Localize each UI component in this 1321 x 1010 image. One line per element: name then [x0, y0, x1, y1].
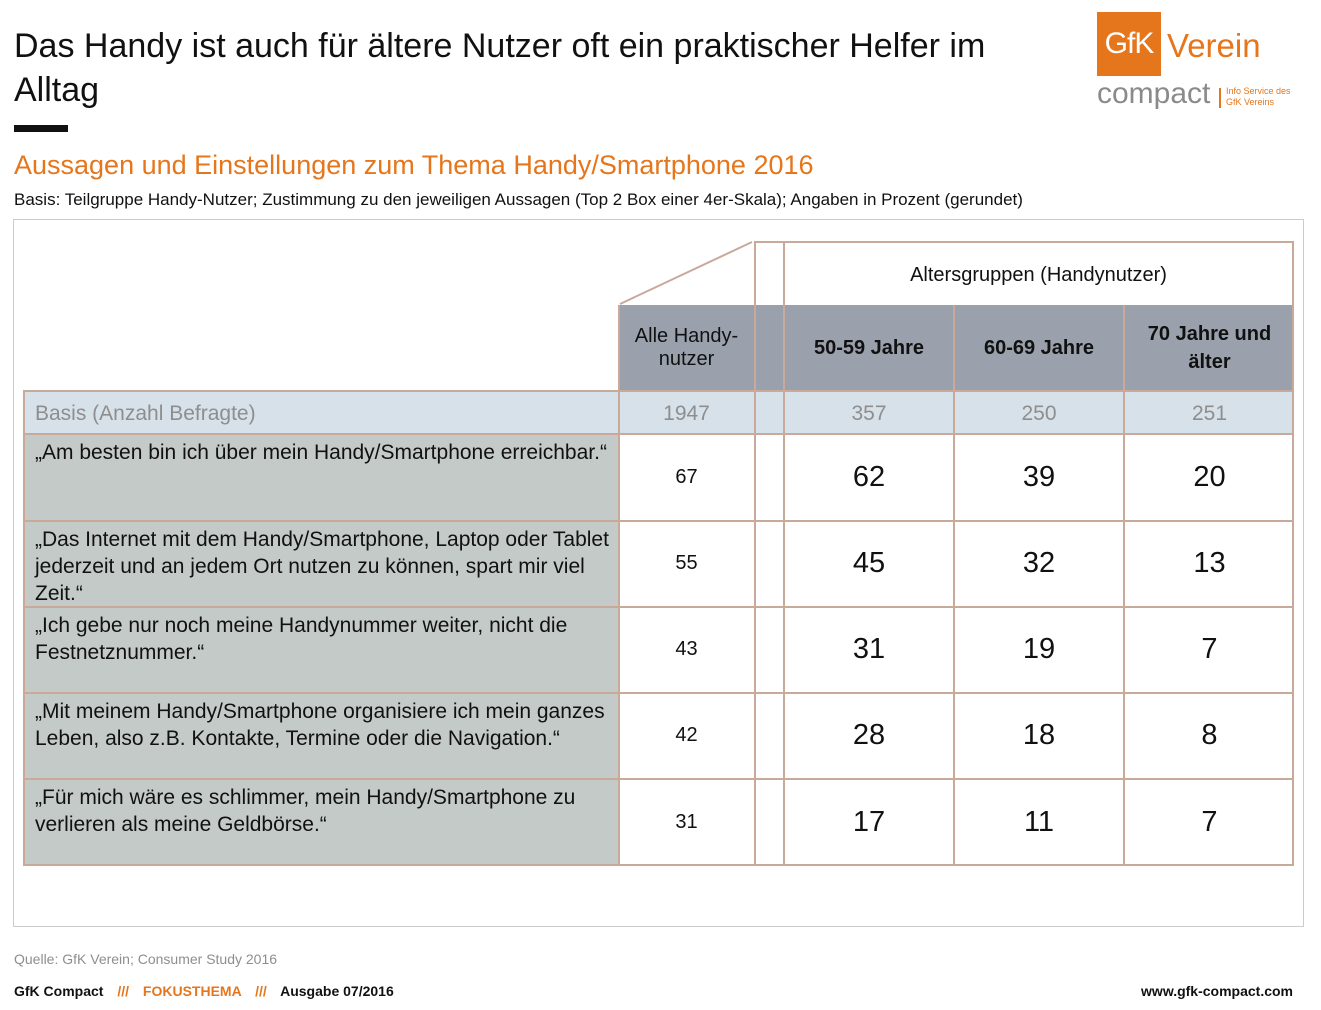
value-all: 67 — [675, 466, 698, 488]
value-cell: 19 — [1022, 633, 1056, 665]
grid-horizontal — [23, 692, 1294, 694]
column-header-2: 60-69 Jahre — [955, 305, 1123, 390]
footer: GfK Compact /// FOKUSTHEMA /// Ausgabe 0… — [14, 983, 394, 999]
grid-vertical — [23, 390, 25, 865]
column-header-3: 70 Jahre und älter — [1125, 305, 1294, 390]
column-header-gap — [754, 305, 785, 390]
value-all: 43 — [675, 638, 698, 660]
group-header-frame — [754, 241, 1294, 305]
grid-vertical — [618, 305, 620, 865]
logo-compact-text: compact — [1097, 77, 1211, 110]
footer-sep-1: /// — [117, 983, 130, 999]
statement-label: „Das Internet mit dem Handy/Smartphone, … — [25, 521, 618, 606]
grid-vertical — [754, 305, 756, 865]
logo-verein-text: Verein — [1167, 27, 1261, 64]
logo-separator — [1219, 88, 1221, 108]
basis-value-2: 250 — [1021, 402, 1057, 425]
statement-label: „Für mich wäre es schlimmer, mein Handy/… — [25, 779, 618, 865]
grid-vertical — [783, 305, 785, 865]
value-cell: 20 — [1193, 461, 1226, 493]
value-cell: 18 — [1022, 719, 1056, 751]
value-cell: 8 — [1201, 719, 1218, 751]
value-cell: 32 — [1022, 547, 1056, 579]
footer-url: www.gfk-compact.com — [1141, 983, 1293, 999]
grid-horizontal — [23, 390, 1294, 392]
logo-gfk-box: GfK — [1097, 12, 1161, 76]
chart-subtitle: Aussagen und Einstellungen zum Thema Han… — [14, 150, 814, 180]
value-all: 31 — [675, 811, 698, 833]
grid-horizontal — [23, 606, 1294, 608]
basis-label: Basis (Anzahl Befragte) — [35, 402, 256, 425]
footer-sep-2: /// — [255, 983, 267, 999]
value-cell: 13 — [1193, 547, 1226, 579]
statement-label: „Am besten bin ich über mein Handy/Smart… — [25, 434, 618, 520]
footer-brand: GfK Compact — [14, 983, 104, 999]
value-cell: 11 — [1023, 806, 1055, 838]
logo-info-text: Info Service des GfK Vereins — [1226, 86, 1291, 107]
title-underline — [14, 125, 68, 132]
footer-issue: Ausgabe 07/2016 — [280, 983, 394, 999]
grid-horizontal — [23, 864, 1294, 866]
gfk-verein-logo: GfK Verein compact Info Service des GfK … — [1097, 12, 1302, 112]
grid-horizontal — [23, 433, 1294, 435]
page-title: Das Handy ist auch für ältere Nutzer oft… — [14, 27, 986, 109]
group-header: Altersgruppen (Handynutzer) — [910, 264, 1167, 286]
value-cell: 31 — [852, 633, 886, 665]
value-all: 42 — [675, 724, 698, 746]
basis-value-3: 251 — [1191, 402, 1228, 425]
basis-value-all: 1947 — [663, 402, 710, 425]
statement-label: „Ich gebe nur noch meine Handynummer wei… — [25, 607, 618, 692]
grid-vertical — [953, 305, 955, 865]
table-panel — [13, 219, 1304, 927]
grid-vertical — [1123, 305, 1125, 865]
basis-row — [25, 392, 1294, 434]
value-cell: 7 — [1201, 633, 1218, 665]
grid-horizontal — [23, 778, 1294, 780]
value-all: 55 — [675, 552, 698, 574]
group-header-divider — [783, 241, 785, 305]
grid-vertical — [1292, 305, 1294, 865]
source-note: Quelle: GfK Verein; Consumer Study 2016 — [14, 951, 278, 967]
header-diagonal — [619, 241, 753, 305]
value-cell: 45 — [852, 547, 886, 579]
column-header-1: 50-59 Jahre — [785, 305, 953, 390]
value-cell: 28 — [852, 719, 886, 751]
grid-horizontal — [23, 520, 1294, 522]
column-header-all: Alle Handy-nutzer — [619, 305, 754, 390]
value-cell: 62 — [852, 461, 886, 493]
basis-note: Basis: Teilgruppe Handy-Nutzer; Zustimmu… — [14, 190, 1023, 209]
value-cell: 17 — [852, 806, 886, 838]
value-cell: 39 — [1022, 461, 1056, 493]
statement-label: „Mit meinem Handy/Smartphone organisiere… — [25, 693, 618, 778]
value-cell: 7 — [1201, 806, 1218, 838]
footer-topic: FOKUSTHEMA — [142, 983, 242, 999]
basis-value-1: 357 — [851, 402, 887, 425]
